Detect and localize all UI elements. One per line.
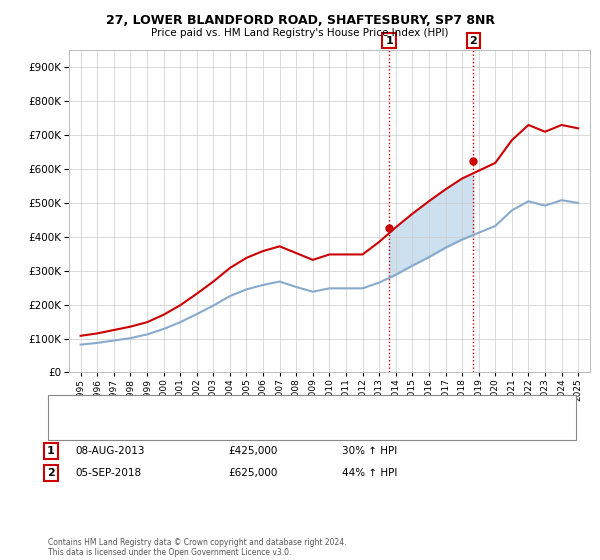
- Text: 1: 1: [385, 36, 393, 45]
- Text: HPI: Average price, detached house, Dorset: HPI: Average price, detached house, Dors…: [87, 425, 284, 434]
- Text: 30% ↑ HPI: 30% ↑ HPI: [342, 446, 397, 456]
- Text: Contains HM Land Registry data © Crown copyright and database right 2024.
This d: Contains HM Land Registry data © Crown c…: [48, 538, 347, 557]
- Text: 2: 2: [469, 36, 477, 45]
- Text: 2: 2: [47, 468, 55, 478]
- Text: 1: 1: [47, 446, 55, 456]
- Text: 05-SEP-2018: 05-SEP-2018: [75, 468, 141, 478]
- Text: 08-AUG-2013: 08-AUG-2013: [75, 446, 145, 456]
- Text: 27, LOWER BLANDFORD ROAD, SHAFTESBURY, SP7 8NR: 27, LOWER BLANDFORD ROAD, SHAFTESBURY, S…: [106, 14, 494, 27]
- Text: 44% ↑ HPI: 44% ↑ HPI: [342, 468, 397, 478]
- Text: £425,000: £425,000: [228, 446, 277, 456]
- Text: £625,000: £625,000: [228, 468, 277, 478]
- Text: 27, LOWER BLANDFORD ROAD, SHAFTESBURY, SP7 8NR (detached house): 27, LOWER BLANDFORD ROAD, SHAFTESBURY, S…: [87, 403, 421, 412]
- Text: Price paid vs. HM Land Registry's House Price Index (HPI): Price paid vs. HM Land Registry's House …: [151, 28, 449, 38]
